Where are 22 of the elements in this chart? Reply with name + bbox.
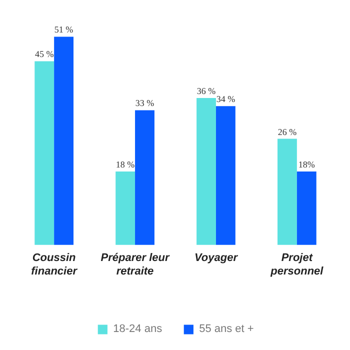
x-tick-label: Projet personnel <box>270 252 324 278</box>
data-label: 18 % <box>116 159 136 170</box>
data-label: 36 % <box>196 86 216 96</box>
bar <box>135 110 154 245</box>
bar <box>34 61 54 245</box>
data-label: 26 % <box>278 126 298 137</box>
legend-label: 55 ans et + <box>199 323 254 335</box>
bar <box>196 98 216 245</box>
x-tick-label: Coussin financier <box>31 252 78 278</box>
x-tick-label: Préparer leur retraite <box>100 252 170 278</box>
bar <box>54 36 74 245</box>
data-label: 45 % <box>34 49 54 60</box>
data-label: 18% <box>298 159 316 170</box>
bar <box>278 138 297 245</box>
bar <box>116 171 136 245</box>
bar <box>296 171 316 245</box>
data-label: 51 % <box>54 24 74 35</box>
data-label: 34 % <box>216 94 236 104</box>
legend-label: 18-24 ans <box>113 323 162 335</box>
bar <box>216 106 236 245</box>
data-label: 33 % <box>135 98 155 108</box>
x-tick-label: Voyager <box>194 252 238 264</box>
